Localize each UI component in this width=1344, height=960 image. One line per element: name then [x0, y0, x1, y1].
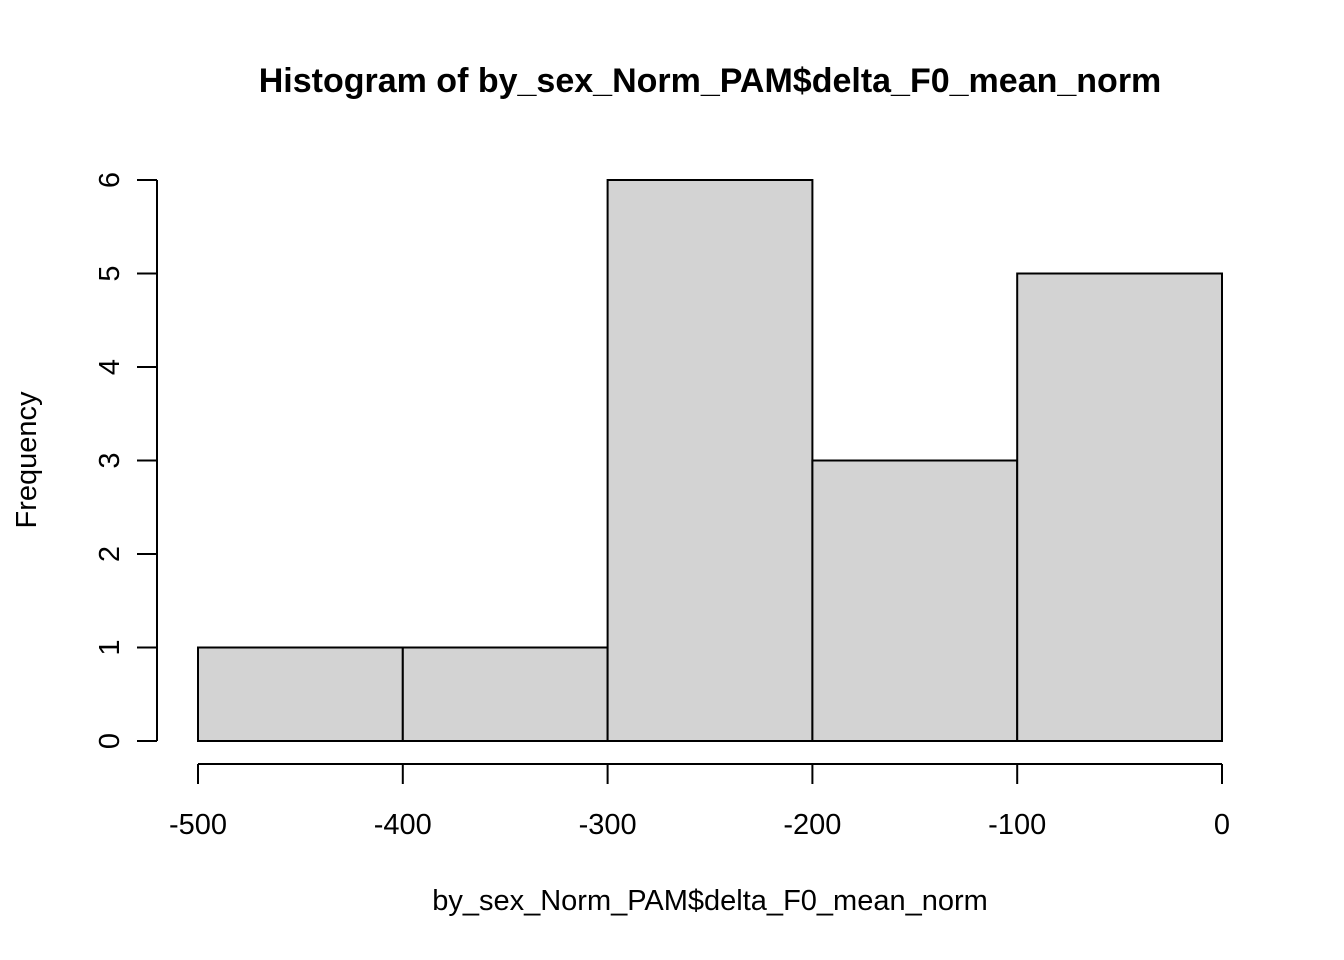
x-tick-label: -400 [374, 809, 432, 841]
histogram-bar-1 [197, 646, 404, 742]
y-tick-label: 2 [94, 546, 126, 562]
y-tick-label: 5 [94, 265, 126, 281]
histogram-bar-3 [606, 179, 814, 742]
y-axis: 0 1 2 3 4 5 6 [94, 172, 158, 749]
y-tick-label: 6 [94, 172, 126, 188]
x-tick-label: -200 [783, 809, 841, 841]
y-tick-label: 0 [94, 733, 126, 749]
chart-title: Histogram of by_sex_Norm_PAM$delta_F0_me… [259, 62, 1162, 100]
x-tick-label: -100 [988, 809, 1046, 841]
bars-group [197, 179, 1224, 742]
y-tick-label: 1 [94, 639, 126, 655]
y-axis-label: Frequency [11, 391, 43, 529]
histogram-bar-4 [811, 459, 1019, 742]
y-tick-label: 4 [94, 359, 126, 375]
histogram-bar-2 [401, 646, 609, 742]
histogram-bar-5 [1016, 272, 1224, 742]
x-axis: -500 -400 -300 -200 -100 0 [169, 763, 1230, 841]
x-axis-label: by_sex_Norm_PAM$delta_F0_mean_norm [432, 885, 988, 917]
x-tick-label: 0 [1214, 809, 1230, 841]
x-tick-label: -300 [579, 809, 637, 841]
y-tick-label: 3 [94, 452, 126, 468]
x-tick-label: -500 [169, 809, 227, 841]
